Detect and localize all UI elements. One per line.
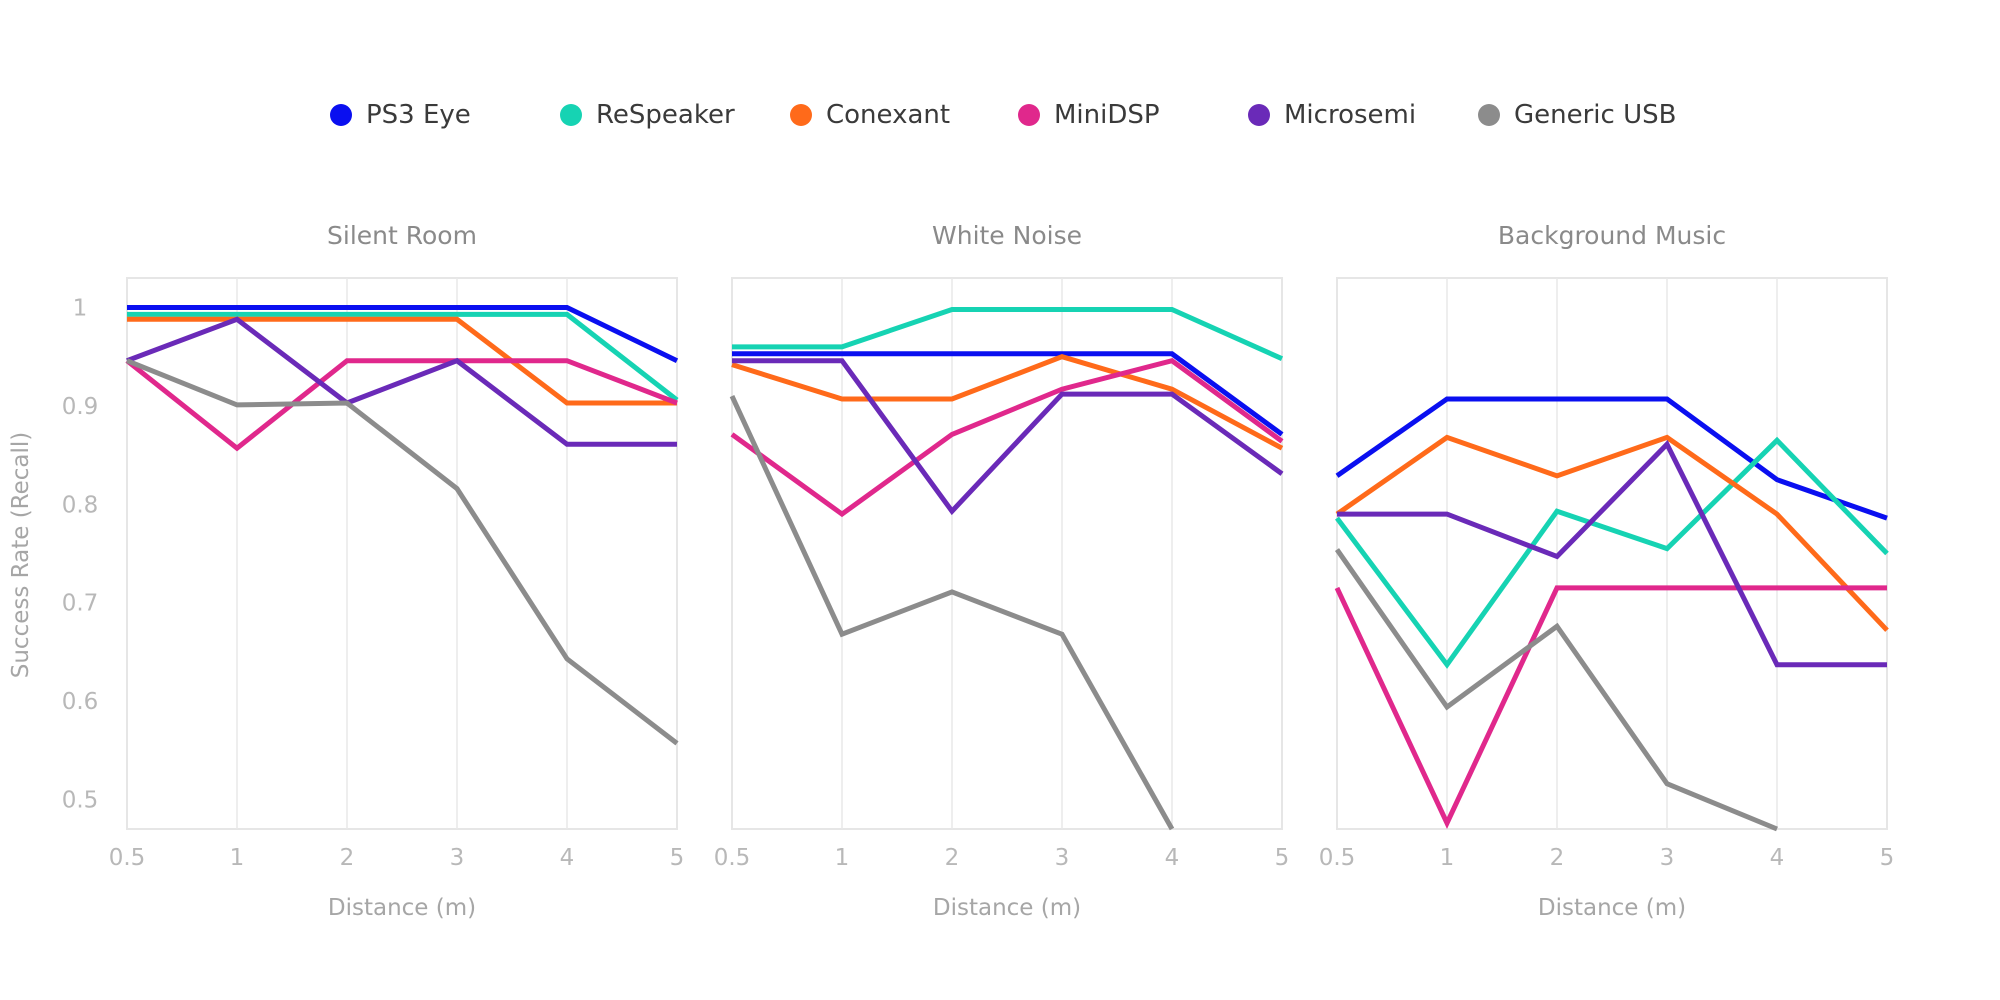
series-line-generic-usb — [729, 395, 1175, 831]
series-line-respeaker — [1335, 436, 1889, 669]
legend-item: Generic USB — [1478, 95, 1676, 135]
legend-marker-icon — [790, 104, 812, 126]
series-line-microsemi — [732, 358, 1284, 516]
x-tick-label: 2 — [340, 845, 355, 871]
series-line-minidsp — [1334, 585, 1887, 830]
panel-title: Background Music — [1498, 221, 1726, 250]
series-line-minidsp — [730, 357, 1284, 518]
x-axis-label: Distance (m) — [1538, 895, 1686, 921]
y-axis-label: Success Rate (Recall) — [8, 432, 34, 679]
legend-marker-icon — [1478, 104, 1500, 126]
y-tick-label: 0.5 — [62, 787, 99, 813]
legend-item: MiniDSP — [1018, 95, 1160, 135]
legend-label: Conexant — [826, 100, 951, 130]
series-line-conexant — [1335, 434, 1889, 632]
x-tick-label: 0.5 — [714, 845, 751, 871]
x-tick-label: 0.5 — [1319, 845, 1356, 871]
x-tick-label: 5 — [1880, 845, 1895, 871]
y-tick-label: 0.9 — [62, 394, 99, 420]
series-line-respeaker — [127, 311, 679, 402]
legend-label: PS3 Eye — [366, 100, 471, 130]
legend-marker-icon — [1248, 104, 1270, 126]
x-tick-label: 4 — [1770, 845, 1785, 871]
series-line-ps3-eye — [732, 351, 1284, 437]
series-line-ps3-eye — [127, 305, 679, 363]
x-tick-label: 5 — [670, 845, 685, 871]
legend-marker-icon — [330, 104, 352, 126]
x-tick-label: 4 — [560, 845, 575, 871]
x-tick-label: 1 — [835, 845, 850, 871]
panel-title: Silent Room — [327, 221, 477, 250]
legend-label: ReSpeaker — [596, 100, 735, 130]
x-tick-label: 5 — [1275, 845, 1290, 871]
x-tick-label: 1 — [230, 845, 245, 871]
legend-label: Microsemi — [1284, 100, 1417, 130]
series-line-generic-usb — [1334, 548, 1778, 832]
plot-frame — [126, 277, 678, 830]
x-tick-label: 3 — [1055, 845, 1070, 871]
y-tick-label: 0.8 — [62, 492, 99, 518]
legend-item: Microsemi — [1248, 95, 1416, 135]
plot-frame — [1336, 277, 1888, 830]
series-line-microsemi — [126, 316, 677, 447]
x-axis-label: Distance (m) — [933, 895, 1081, 921]
x-tick-label: 3 — [450, 845, 465, 871]
plot-frame — [731, 277, 1283, 830]
y-tick-label: 1 — [73, 296, 88, 322]
y-tick-label: 0.7 — [62, 591, 99, 617]
x-tick-label: 0.5 — [109, 845, 146, 871]
panel-2: Background Music 0.5 1 2 3 4 5 Distance (m) — [1319, 221, 1895, 921]
x-axis-label: Distance (m) — [328, 895, 476, 921]
series-line-generic-usb — [126, 358, 679, 746]
x-tick-label: 2 — [1550, 845, 1565, 871]
legend-item: PS3 Eye — [330, 95, 471, 135]
series-line-microsemi — [1337, 440, 1887, 668]
panel-0: Silent Room 0.5 1 2 3 4 5 Distance (m) 0.5 0.6 0.7… — [62, 221, 685, 921]
x-tick-label: 1 — [1440, 845, 1455, 871]
panel-1: White Noise 0.5 1 2 3 4 5 Distance (m) — [714, 221, 1290, 921]
legend-item: Conexant — [790, 95, 950, 135]
y-tick-label: 0.6 — [62, 689, 99, 715]
legend-label: Generic USB — [1514, 100, 1677, 130]
x-tick-label: 4 — [1165, 845, 1180, 871]
legend-label: MiniDSP — [1054, 100, 1160, 130]
x-tick-label: 3 — [1660, 845, 1675, 871]
series-line-conexant — [127, 316, 677, 406]
legend: PS3 Eye ReSpeaker Conexant MiniDSP Microsemi… — [0, 95, 2000, 135]
x-tick-label: 2 — [945, 845, 960, 871]
series-line-minidsp — [125, 358, 678, 452]
legend-marker-icon — [560, 104, 582, 126]
series-line-ps3-eye — [1335, 396, 1888, 521]
series-line-respeaker — [732, 307, 1284, 361]
legend-item: ReSpeaker — [560, 95, 735, 135]
legend-marker-icon — [1018, 104, 1040, 126]
series-line-conexant — [731, 354, 1284, 451]
panel-title: White Noise — [932, 221, 1082, 250]
